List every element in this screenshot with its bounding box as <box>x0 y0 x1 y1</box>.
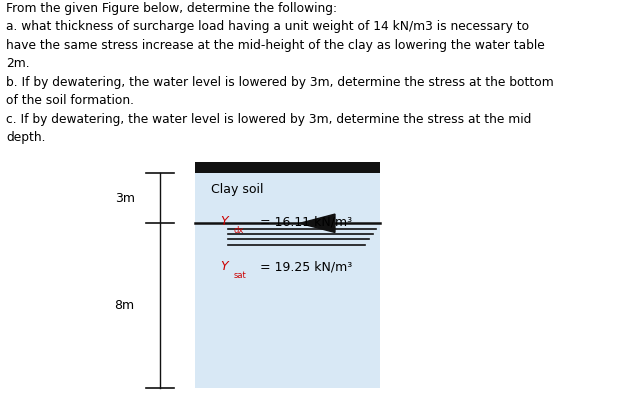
Text: 3m: 3m <box>114 192 135 205</box>
Bar <box>195 162 380 173</box>
Text: 8m: 8m <box>114 299 135 312</box>
Text: = 19.25 kN/m³: = 19.25 kN/m³ <box>256 260 352 273</box>
Text: Clay soil: Clay soil <box>211 183 263 196</box>
Text: Y: Y <box>220 215 228 228</box>
Text: From the given Figure below, determine the following:
a. what thickness of surch: From the given Figure below, determine t… <box>6 2 554 145</box>
Bar <box>195 162 380 388</box>
Text: Y: Y <box>220 260 228 273</box>
Polygon shape <box>300 214 335 232</box>
Text: = 16.11 kN/m³: = 16.11 kN/m³ <box>256 215 351 228</box>
Text: dx: dx <box>233 226 243 234</box>
Text: sat: sat <box>233 271 246 280</box>
